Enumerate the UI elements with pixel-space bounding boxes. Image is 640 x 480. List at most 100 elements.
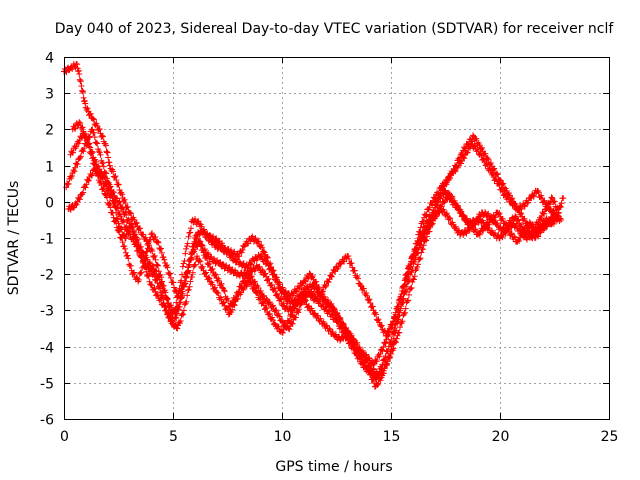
data-point (166, 313, 173, 320)
data-point (254, 290, 261, 297)
data-point (77, 153, 84, 160)
data-point (128, 220, 135, 227)
y-tick-label: 0 (45, 196, 54, 212)
data-point (102, 180, 109, 187)
data-point (392, 309, 399, 316)
data-point (282, 293, 289, 300)
data-point (213, 241, 220, 248)
data-point (388, 337, 395, 344)
data-point (140, 231, 147, 238)
data-point (71, 168, 78, 175)
data-point (299, 292, 306, 299)
data-point (401, 277, 408, 284)
data-point (149, 230, 156, 237)
data-point (109, 194, 116, 201)
data-point (340, 335, 347, 342)
data-point (538, 192, 545, 199)
data-point (210, 255, 217, 262)
data-point (226, 264, 233, 271)
data-point (220, 287, 227, 294)
data-point (155, 239, 162, 246)
data-point (113, 177, 120, 184)
data-point (261, 292, 268, 299)
data-point (185, 233, 192, 240)
data-point (398, 291, 405, 298)
data-point (234, 295, 241, 302)
data-point (104, 194, 111, 201)
data-point (374, 382, 381, 389)
data-point (256, 263, 263, 270)
data-point (140, 257, 147, 264)
data-point (289, 320, 296, 327)
data-point (159, 292, 166, 299)
data-point (185, 286, 192, 293)
data-point (470, 132, 477, 139)
data-point (479, 145, 486, 152)
data-point (515, 216, 522, 223)
data-point (550, 220, 557, 227)
data-point (313, 278, 320, 285)
data-point (108, 191, 115, 198)
y-tick-label: 4 (45, 51, 54, 67)
data-point (345, 252, 352, 259)
data-point (476, 216, 483, 223)
data-point (309, 291, 316, 298)
data-point (493, 175, 500, 182)
data-point (161, 256, 168, 263)
series-track-5 (63, 126, 567, 368)
data-point (189, 273, 196, 280)
data-point (230, 301, 237, 308)
data-point (179, 263, 186, 270)
data-point (106, 159, 113, 166)
data-point (509, 195, 516, 202)
series-track-4 (69, 119, 560, 339)
data-point (274, 279, 281, 286)
data-point (348, 259, 355, 266)
data-point (546, 219, 553, 226)
data-point (387, 354, 394, 361)
data-point (385, 347, 392, 354)
data-point (419, 245, 426, 252)
data-point (122, 235, 129, 242)
data-point (103, 148, 110, 155)
data-point (330, 304, 337, 311)
data-point (338, 324, 345, 331)
data-point (221, 288, 228, 295)
data-point (367, 369, 374, 376)
data-point (79, 124, 86, 131)
x-tick-label: 10 (274, 429, 292, 445)
data-point (167, 274, 174, 281)
data-point (187, 225, 194, 232)
data-point (489, 170, 496, 177)
data-point (257, 288, 264, 295)
data-point (91, 134, 98, 141)
data-point (288, 312, 295, 319)
data-point (227, 252, 234, 259)
data-point (309, 282, 316, 289)
data-point (460, 212, 467, 219)
data-point (138, 269, 145, 276)
data-point (123, 223, 130, 230)
data-point (68, 172, 75, 179)
data-point (286, 326, 293, 333)
data-point (266, 310, 273, 317)
data-point (75, 195, 82, 202)
data-point (499, 215, 506, 222)
data-point (124, 252, 131, 259)
y-tick-label: -2 (40, 268, 54, 284)
data-point (276, 313, 283, 320)
data-point (482, 224, 489, 231)
data-point (325, 279, 332, 286)
data-point (389, 321, 396, 328)
data-point (153, 268, 160, 275)
data-point (147, 266, 154, 273)
data-point (89, 126, 96, 133)
data-point (322, 283, 329, 290)
data-point (172, 314, 179, 321)
data-point (382, 340, 389, 347)
data-point (419, 246, 426, 253)
data-point (373, 358, 380, 365)
data-point (193, 253, 200, 260)
